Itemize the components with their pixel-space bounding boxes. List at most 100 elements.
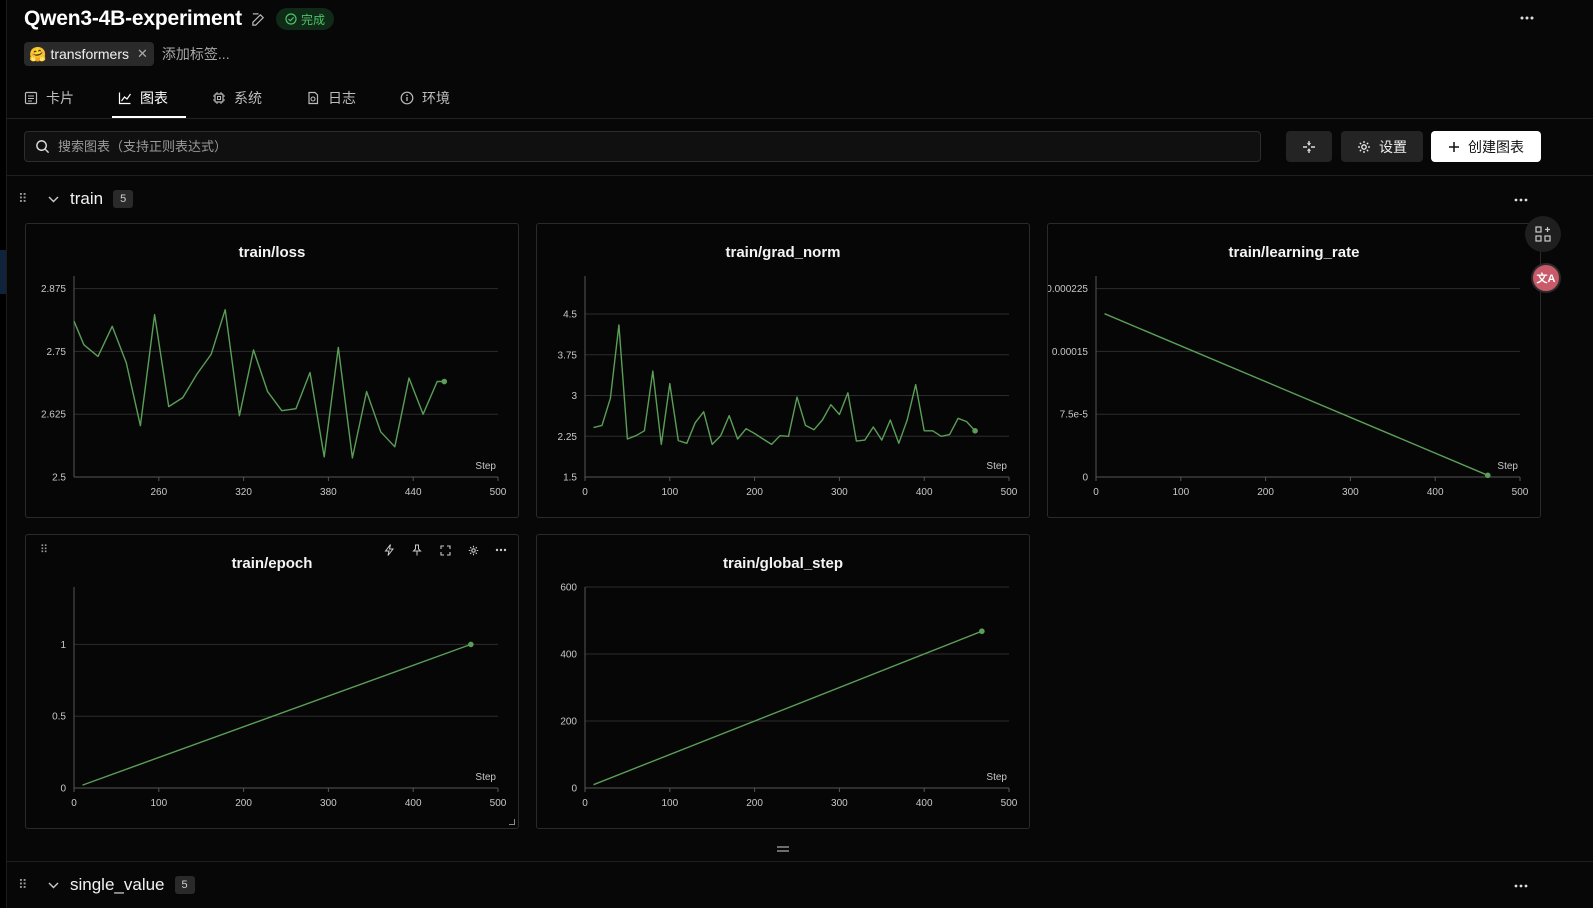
last-point-marker (468, 641, 474, 648)
line-chart: 1.5 2.25 3 3.75 4.5 0 100 200 300 400 500 Step (558, 276, 1018, 498)
section-divider (6, 861, 1593, 862)
more-options-icon[interactable] (492, 542, 510, 558)
series-line (1104, 313, 1489, 476)
tag-label: transformers (50, 46, 130, 62)
search-input[interactable] (58, 139, 1058, 154)
y-tick-label: 600 (560, 583, 577, 594)
series-line (73, 308, 445, 459)
tab-system[interactable]: 系统 (212, 78, 282, 118)
pin-icon[interactable] (408, 542, 426, 558)
drag-handle-icon[interactable]: ⠿ (40, 544, 49, 556)
x-axis-label: Step (475, 461, 496, 472)
y-tick-label: 0 (571, 784, 577, 795)
dashboard-apps-button[interactable] (1525, 216, 1561, 252)
x-axis-label: Step (1497, 461, 1518, 472)
y-tick-label: 0.5 (52, 712, 66, 723)
line-chart: 0 200 400 600 0 100 200 300 400 500 Step (560, 583, 1018, 810)
chart-line-icon (118, 92, 131, 105)
last-point-marker (441, 378, 448, 385)
close-icon[interactable]: ✕ (137, 46, 148, 61)
chart-card-train-epoch[interactable]: 0 0.5 1 0 100 200 300 400 500 Step ⠿ train/epoch (25, 534, 519, 829)
group-name: single_value (70, 875, 165, 894)
y-tick-label: 400 (560, 650, 577, 661)
tab-label: 卡片 (46, 90, 74, 106)
last-point-marker (1484, 472, 1491, 479)
x-tick-label: 400 (916, 487, 933, 498)
x-tick-label: 260 (150, 487, 167, 498)
group-header-single-value[interactable]: ⠿ single_value 5 (18, 872, 1558, 898)
chevron-down-icon[interactable] (48, 882, 60, 889)
tab-logs[interactable]: 日志 (306, 78, 376, 118)
y-tick-label: 2.75 (47, 347, 67, 358)
x-tick-label: 100 (661, 798, 678, 809)
plus-icon (1449, 141, 1459, 152)
x-tick-label: 100 (150, 798, 167, 809)
x-tick-label: 500 (490, 798, 507, 809)
tab-environment[interactable]: 环境 (400, 78, 470, 118)
chart-title: train/learning_rate (1228, 244, 1360, 261)
chart-title: train/loss (238, 244, 306, 261)
line-chart: 0 0.5 1 0 100 200 300 400 500 Step (52, 587, 507, 809)
x-tick-label: 100 (661, 487, 678, 498)
log-icon (308, 91, 319, 105)
focus-button[interactable] (1286, 131, 1332, 162)
x-tick-label: 500 (490, 487, 507, 498)
create-chart-button[interactable]: 创建图表 (1431, 131, 1541, 162)
resize-divider-icon[interactable] (777, 840, 789, 858)
more-options-icon[interactable] (1514, 876, 1528, 894)
check-circle-icon (285, 13, 297, 25)
chart-card-train-global-step[interactable]: 0 200 400 600 0 100 200 300 400 500 Step train/glo… (536, 534, 1030, 829)
y-tick-label: 0.00015 (1052, 347, 1089, 358)
tab-charts[interactable]: 图表 (112, 78, 188, 118)
resize-handle-icon[interactable] (509, 819, 515, 825)
x-tick-label: 200 (746, 798, 763, 809)
y-tick-label: 1 (60, 640, 66, 651)
project-title: Qwen3-4B-experiment (24, 7, 242, 30)
series-line (593, 630, 983, 786)
y-tick-label: 0 (60, 784, 66, 795)
focus-icon (1303, 140, 1315, 153)
x-tick-label: 100 (1172, 487, 1189, 498)
toolbar-divider (6, 175, 1593, 176)
add-tag-button[interactable]: 添加标签... (161, 46, 230, 62)
x-axis-label: Step (475, 772, 496, 783)
chart-card-train-loss[interactable]: 2.5 2.625 2.75 2.875 260 320 380 440 500 Step tra… (25, 223, 519, 518)
lightning-icon[interactable] (380, 542, 398, 558)
create-chart-label: 创建图表 (1468, 138, 1524, 155)
tab-cards[interactable]: 卡片 (24, 78, 94, 118)
x-tick-label: 300 (831, 487, 848, 498)
group-header-train[interactable]: ⠿ train 5 (18, 186, 1558, 212)
more-options-icon[interactable] (1519, 8, 1535, 26)
y-tick-label: 2.625 (41, 410, 66, 421)
translate-button[interactable]: 文A (1531, 263, 1561, 293)
y-tick-label: 2.875 (41, 284, 66, 295)
x-tick-label: 440 (405, 487, 422, 498)
search-box[interactable] (24, 131, 1261, 162)
chart-title: train/grad_norm (725, 244, 841, 261)
y-tick-label: 3 (571, 391, 577, 402)
group-count-badge: 5 (113, 190, 134, 208)
chart-card-train-learning-rate[interactable]: 0 7.5e-5 0.00015 0.000225 0 100 200 300 400 500 St… (1047, 223, 1541, 518)
fullscreen-icon[interactable] (436, 542, 454, 558)
x-tick-label: 380 (320, 487, 337, 498)
chevron-down-icon[interactable] (48, 196, 60, 203)
y-tick-label: 1.5 (563, 473, 577, 484)
y-tick-label: 3.75 (558, 350, 578, 361)
drag-handle-icon[interactable]: ⠿ (18, 877, 28, 892)
series-line (82, 643, 472, 786)
settings-button[interactable]: 设置 (1341, 131, 1423, 162)
cpu-icon (213, 92, 225, 104)
more-options-icon[interactable] (1514, 190, 1528, 208)
edit-icon[interactable] (250, 10, 268, 28)
gear-icon[interactable] (464, 542, 482, 558)
tab-label: 环境 (422, 90, 450, 106)
x-tick-label: 500 (1001, 798, 1018, 809)
x-tick-label: 300 (831, 798, 848, 809)
card-icon (24, 91, 38, 105)
drag-handle-icon[interactable]: ⠿ (18, 191, 28, 206)
group-name: train (70, 189, 104, 208)
chart-card-train-grad-norm[interactable]: 1.5 2.25 3 3.75 4.5 0 100 200 300 400 500 Step trai… (536, 223, 1030, 518)
x-tick-label: 300 (1342, 487, 1359, 498)
x-tick-label: 500 (1001, 487, 1018, 498)
tag-chip[interactable]: 🤗 transformers ✕ (24, 42, 154, 66)
